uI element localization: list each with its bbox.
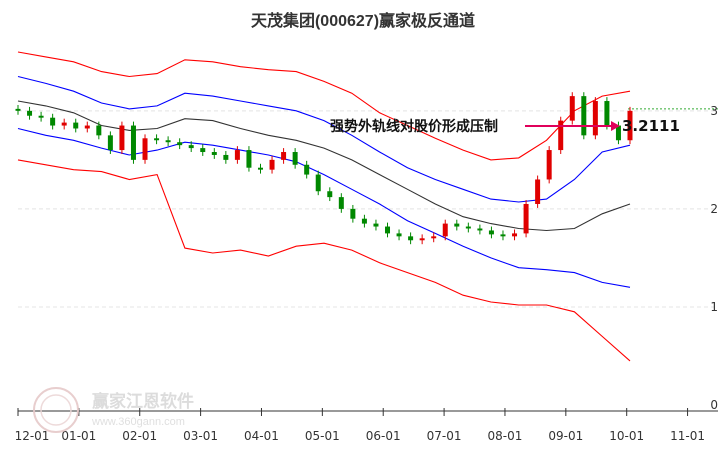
band-lines	[17, 51, 718, 362]
watermark-logo-inner-icon	[40, 394, 72, 426]
axes: 3 2 1 0 12-01 01-01 02-01 03-01 04-01 05-01 06-01 0…	[15, 104, 718, 443]
annotation-text: 强势外轨线对股价形成压制	[330, 118, 498, 134]
annotation: 强势外轨线对股价形成压制 3.2111	[330, 117, 680, 135]
candle-body	[500, 234, 506, 237]
x-tick-label: 09-01	[548, 429, 583, 443]
y-tick-label: 3	[710, 104, 718, 118]
x-tick-label: 06-01	[366, 429, 401, 443]
candle-body	[142, 138, 148, 160]
candle-body	[165, 140, 171, 143]
candle-body	[419, 238, 425, 241]
candle-body	[61, 122, 67, 126]
candle-body	[119, 125, 125, 151]
candle-body	[327, 191, 333, 198]
candle-body	[73, 122, 79, 129]
candle-body	[569, 96, 575, 121]
grid	[18, 110, 718, 308]
watermark-url: www.360gann.com	[91, 416, 185, 428]
x-tick-label: 02-01	[122, 429, 157, 443]
candle-body	[177, 142, 183, 146]
candle-body	[154, 138, 160, 141]
y-tick-label: 2	[710, 202, 718, 216]
candle-body	[246, 150, 252, 168]
x-tick-label: 12-01	[15, 429, 50, 443]
candle-body	[546, 150, 552, 180]
candle-body	[535, 179, 541, 204]
upper-band-line	[17, 51, 631, 161]
x-tick-label: 04-01	[244, 429, 279, 443]
annotation-arrowhead-icon	[611, 121, 620, 131]
annotation-price: 3.2111	[622, 117, 680, 135]
candle-body	[38, 115, 44, 118]
candle-body	[338, 197, 344, 209]
candle-body	[107, 135, 113, 151]
candle-body	[223, 154, 229, 160]
candle-body	[281, 152, 287, 160]
candle-body	[592, 101, 598, 136]
candle-body	[396, 233, 402, 237]
watermark: 赢家江恩软件 www.360gann.com	[33, 387, 194, 433]
candle-body	[581, 96, 587, 136]
candle-body	[431, 236, 437, 239]
candle-body	[512, 233, 518, 237]
chart-title: 天茂集团(000627)赢家极反通道	[251, 11, 475, 30]
candle-body	[315, 174, 321, 192]
candle-body	[269, 159, 275, 170]
watermark-text: 赢家江恩软件	[92, 391, 194, 411]
candle-body	[615, 125, 621, 141]
candle-body	[234, 150, 240, 160]
candles	[15, 92, 633, 245]
x-tick-label: 10-01	[609, 429, 644, 443]
lower-rail-line	[17, 127, 631, 288]
x-tick-label: 08-01	[488, 429, 523, 443]
candle-body	[84, 125, 90, 129]
candle-body	[257, 167, 263, 170]
candle-body	[211, 152, 217, 155]
x-tick-label: 11-01	[670, 429, 705, 443]
candle-body	[96, 125, 102, 136]
candle-body	[361, 218, 367, 224]
y-tick-label: 1	[710, 300, 718, 314]
candle-body	[558, 120, 564, 151]
candle-body	[488, 230, 494, 235]
candle-body	[442, 223, 448, 237]
x-tick-label: 01-01	[61, 429, 96, 443]
candle-body	[627, 110, 633, 141]
candle-body	[130, 125, 136, 160]
lower-band-line	[17, 159, 631, 362]
candle-body	[304, 164, 310, 175]
watermark-logo-icon	[33, 387, 79, 433]
candle-body	[477, 228, 483, 231]
upper-rail-line	[17, 75, 631, 203]
candle-body	[50, 117, 56, 126]
x-tick-label: 07-01	[427, 429, 462, 443]
candle-body	[373, 223, 379, 227]
candle-body	[27, 110, 33, 116]
candle-body	[200, 148, 206, 153]
candle-body	[408, 236, 414, 241]
candle-body	[188, 145, 194, 149]
candle-body	[604, 101, 610, 126]
candle-body	[454, 223, 460, 227]
candle-body	[350, 208, 356, 219]
candle-body	[385, 226, 391, 234]
candle-body	[292, 152, 298, 165]
candle-body	[465, 226, 471, 229]
candle-body	[15, 108, 21, 111]
x-tick-label: 03-01	[183, 429, 218, 443]
x-tick-label: 05-01	[305, 429, 340, 443]
y-tick-label: 0	[710, 398, 718, 412]
candle-body	[523, 203, 529, 234]
